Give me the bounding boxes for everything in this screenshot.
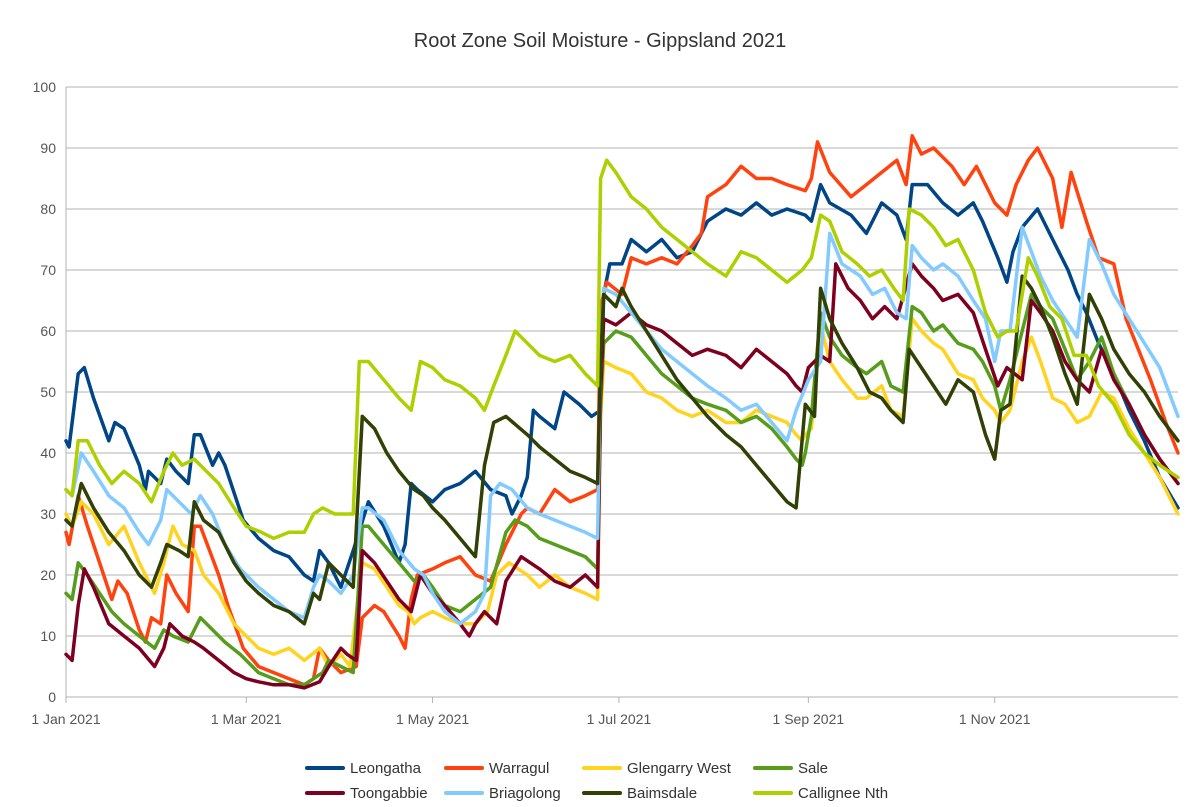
series-line-baimsdale [64,274,1180,626]
y-tick-label: 60 [40,323,56,339]
y-tick-label: 100 [33,79,57,95]
legend-label-toongabbie: Toongabbie [350,785,428,802]
legend-label-briagolong: Briagolong [489,785,561,802]
x-tick-label: 1 May 2021 [396,711,469,727]
x-tick-label: 1 Nov 2021 [959,711,1031,727]
y-tick-label: 0 [48,689,56,705]
series-lines [64,134,1180,690]
x-tick-label: 1 Sep 2021 [773,711,845,727]
x-tick-label: 1 Jul 2021 [587,711,652,727]
series-line-warragul [64,134,1180,687]
series-line-glengarry-west [64,317,1180,669]
legend-label-glengarry-west: Glengarry West [627,760,732,777]
x-tick-label: 1 Mar 2021 [211,711,282,727]
legend-label-warragul: Warragul [489,760,549,777]
y-tick-label: 10 [40,628,56,644]
legend-label-baimsdale: Baimsdale [627,785,697,802]
chart-title: Root Zone Soil Moisture - Gippsland 2021 [413,30,787,52]
y-tick-label: 40 [40,445,56,461]
y-tick-label: 50 [40,384,56,400]
series-line-callignee-nth [64,158,1180,541]
y-tick-label: 20 [40,567,56,583]
series-line-leongatha [64,182,1180,589]
y-tick-label: 80 [40,201,56,217]
x-tick-label: 1 Jan 2021 [31,711,100,727]
y-tick-label: 30 [40,506,56,522]
legend-label-sale: Sale [798,760,828,777]
grid-lines [66,86,1178,698]
y-tick-label: 90 [40,140,56,156]
series-line-sale [64,292,1180,687]
axes: 0 10 20 30 40 50 60 70 80 90 100 1 Jan 2021 1 Mar 20… [31,79,1030,727]
legend-label-leongatha: Leongatha [350,760,422,777]
y-tick-label: 70 [40,262,56,278]
legend-label-callignee-nth: Callignee Nth [798,785,888,802]
legend: Leongatha Warragul Glengarry West Sale Toong… [305,760,888,802]
